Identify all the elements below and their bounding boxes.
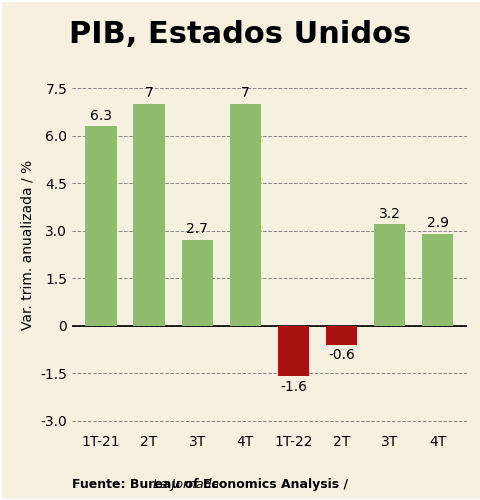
Bar bbox=[85, 126, 117, 326]
Bar bbox=[133, 104, 164, 326]
Text: 7: 7 bbox=[240, 86, 249, 101]
Bar bbox=[325, 326, 357, 344]
Text: 3.2: 3.2 bbox=[378, 206, 400, 220]
Text: -1.6: -1.6 bbox=[279, 380, 306, 394]
Bar bbox=[229, 104, 260, 326]
Y-axis label: Var. trim. anualizada / %: Var. trim. anualizada / % bbox=[21, 160, 35, 330]
Bar bbox=[277, 326, 309, 376]
Text: 2.9: 2.9 bbox=[426, 216, 448, 230]
Text: 2.7: 2.7 bbox=[186, 222, 208, 236]
Text: 6.3: 6.3 bbox=[90, 108, 112, 122]
Bar bbox=[181, 240, 212, 326]
Bar bbox=[421, 234, 453, 326]
Text: Fuente: Bureau of Economics Analysis /: Fuente: Bureau of Economics Analysis / bbox=[72, 478, 352, 491]
Text: PIB, Estados Unidos: PIB, Estados Unidos bbox=[69, 20, 411, 49]
Text: 7: 7 bbox=[144, 86, 153, 101]
Text: La Jornada: La Jornada bbox=[153, 478, 219, 491]
Bar bbox=[373, 224, 404, 326]
Text: -0.6: -0.6 bbox=[327, 348, 354, 362]
